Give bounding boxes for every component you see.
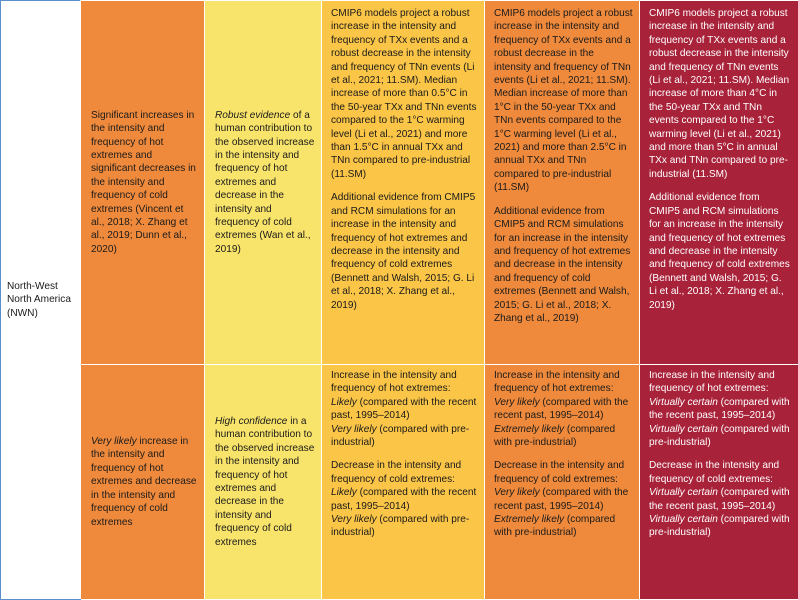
hot-likelihood-recent: Very likely [494, 397, 540, 408]
attribution-confidence: Robust evidence [215, 110, 290, 121]
hot-extremes-intro: Increase in the intensity and frequency … [331, 370, 457, 394]
projection-additional-evidence: Additional evidence from CMIP5 and RCM s… [649, 191, 792, 312]
projection-cmip6-text: CMIP6 models project a robust increase i… [649, 7, 792, 181]
hot-extremes-intro: Increase in the intensity and frequency … [649, 370, 775, 394]
region-name-line2: North America [7, 294, 71, 305]
cold-extremes-intro: Decrease in the intensity and frequency … [649, 460, 779, 484]
observed-trend-text: Significant increases in the intensity a… [91, 110, 196, 255]
cold-likelihood-recent: Likely [331, 487, 357, 498]
cold-likelihood-preindustrial: Virtually certain [649, 514, 718, 525]
cold-extremes-block: Decrease in the intensity and frequency … [649, 459, 792, 539]
attribution-text: in a human contribution to the observed … [215, 416, 314, 548]
hot-likelihood-recent: Likely [331, 397, 357, 408]
projection-1-5c-cell: CMIP6 models project a robust increase i… [322, 1, 485, 365]
projection-additional-evidence: Additional evidence from CMIP5 and RCM s… [331, 191, 478, 312]
hot-extremes-block: Increase in the intensity and frequency … [331, 369, 478, 449]
hot-likelihood-preindustrial: Very likely [331, 424, 377, 435]
cold-likelihood-preindustrial: Extremely likely [494, 514, 564, 525]
cold-likelihood-recent: Virtually certain [649, 487, 718, 498]
projection-cmip6-text: CMIP6 models project a robust increase i… [494, 7, 633, 195]
hot-likelihood-preindustrial: Extremely likely [494, 424, 564, 435]
hot-extremes-block: Increase in the intensity and frequency … [494, 369, 633, 449]
attribution-confidence: High confidence [215, 416, 287, 427]
observed-trend-cell: Significant increases in the intensity a… [81, 1, 205, 365]
observed-likelihood-text: increase in the intensity and frequency … [91, 436, 196, 527]
attribution-cell: Robust evidence of a human contribution … [205, 1, 322, 365]
hot-likelihood-preindustrial: Virtually certain [649, 424, 718, 435]
projection-2c-cell: CMIP6 models project a robust increase i… [485, 1, 640, 365]
region-code: (NWN) [7, 308, 38, 319]
attribution-confidence-cell: High confidence in a human contribution … [205, 365, 322, 600]
likelihood-2c-cell: Increase in the intensity and frequency … [485, 365, 640, 600]
table-row: North-West North America (NWN) Significa… [1, 1, 798, 365]
projection-4c-cell: CMIP6 models project a robust increase i… [640, 1, 798, 365]
hot-extremes-block: Increase in the intensity and frequency … [649, 369, 792, 449]
projection-additional-evidence: Additional evidence from CMIP5 and RCM s… [494, 205, 633, 326]
hot-extremes-intro: Increase in the intensity and frequency … [494, 370, 620, 394]
likelihood-1-5c-cell: Increase in the intensity and frequency … [322, 365, 485, 600]
cold-extremes-block: Decrease in the intensity and frequency … [331, 459, 478, 539]
cold-extremes-intro: Decrease in the intensity and frequency … [494, 460, 624, 484]
cold-likelihood-recent: Very likely [494, 487, 540, 498]
observed-likelihood: Very likely [91, 436, 137, 447]
attribution-text: of a human contribution to the observed … [215, 110, 314, 255]
region-cell: North-West North America (NWN) [1, 1, 81, 600]
hot-likelihood-recent: Virtually certain [649, 397, 718, 408]
region-name-line1: North-West [7, 281, 58, 292]
likelihood-4c-cell: Increase in the intensity and frequency … [640, 365, 798, 600]
projection-cmip6-text: CMIP6 models project a robust increase i… [331, 7, 478, 181]
cold-likelihood-preindustrial: Very likely [331, 514, 377, 525]
observed-likelihood-cell: Very likely increase in the intensity an… [81, 365, 205, 600]
cold-extremes-intro: Decrease in the intensity and frequency … [331, 460, 461, 484]
cold-extremes-block: Decrease in the intensity and frequency … [494, 459, 633, 539]
table-row: Very likely increase in the intensity an… [1, 365, 798, 600]
